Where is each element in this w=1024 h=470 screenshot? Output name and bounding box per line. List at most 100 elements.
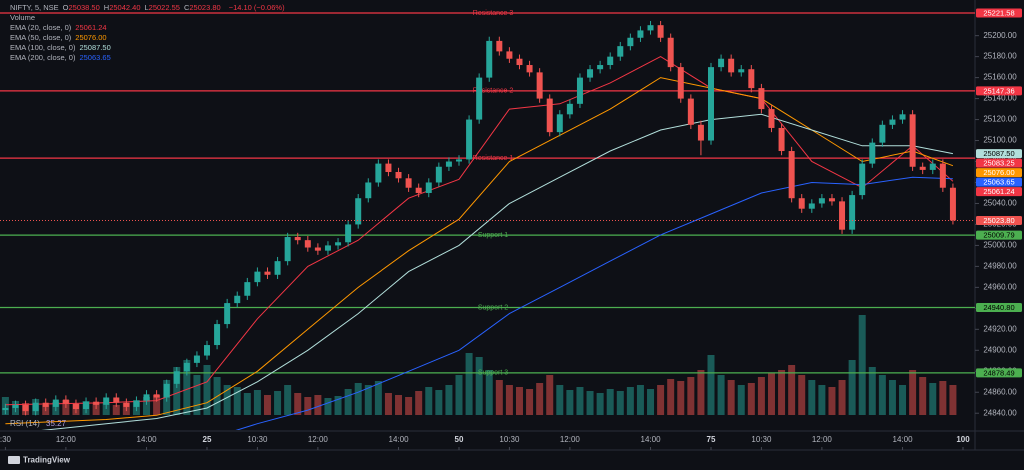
volume-bar (919, 377, 927, 415)
volume-bar (374, 381, 382, 415)
candle-body (909, 114, 916, 167)
candle-body (52, 399, 59, 407)
volume-bar (324, 398, 332, 415)
candle-body (375, 163, 382, 183)
y-tick-label: 25180.00 (983, 52, 1017, 61)
ema-value: 25076.00 (75, 33, 107, 42)
x-tick-label: 50 (455, 435, 464, 444)
volume-bar (284, 385, 292, 415)
volume-bar (858, 315, 866, 415)
candle-body (445, 161, 452, 167)
ema-name: EMA (20, close, 0) (10, 23, 72, 32)
ema-legend-row: EMA (20, close, 0) 25061.24 (10, 23, 289, 33)
volume-bar (243, 393, 251, 415)
volume-label: Volume (10, 13, 36, 22)
candle-body (728, 58, 735, 73)
candle-body (254, 271, 261, 283)
candle-body (798, 198, 805, 209)
candle-body (748, 69, 755, 89)
level-label: Resistance 1 (473, 155, 514, 162)
price-tag-label: 25147.36 (983, 86, 1014, 95)
candle-body (193, 355, 200, 363)
candle-body (768, 109, 775, 128)
volume-bar (808, 380, 816, 415)
volume-bar (203, 365, 211, 415)
candle-body (2, 407, 9, 411)
x-tick-label: 14:00 (137, 435, 158, 444)
candle-body (859, 163, 866, 196)
candle-body (466, 119, 473, 160)
candle-body (929, 163, 936, 170)
candle-body (667, 37, 674, 68)
volume-bar (193, 375, 201, 415)
x-tick-label: 12:00 (56, 435, 77, 444)
candle-body (274, 261, 281, 275)
level-label: Resistance 2 (473, 88, 514, 95)
volume-bar (767, 373, 775, 415)
candle-body (314, 247, 321, 251)
volume-bar (526, 389, 534, 415)
candle-body (778, 127, 785, 152)
price-tag (976, 158, 1022, 168)
volume-bar (828, 387, 836, 415)
price-tag (976, 86, 1022, 96)
y-tick-label: 24960.00 (983, 282, 1017, 291)
candle-body (566, 103, 573, 115)
header-row: NIFTY, 5, NSE O25038.50 H25042.40 L25022.55… (10, 3, 289, 13)
volume-bar (334, 396, 342, 415)
candle-body (324, 245, 331, 251)
volume-bar (344, 389, 352, 415)
candle-body (879, 124, 886, 143)
rsi-value: 35.27 (46, 419, 67, 428)
y-tick-label: 24860.00 (983, 387, 1017, 396)
candle-body (486, 40, 493, 78)
x-tick-label: 10:30 (247, 435, 268, 444)
volume-bar (294, 393, 302, 415)
candle-body (808, 203, 815, 209)
candle-body (637, 30, 644, 38)
volume-bar (636, 385, 644, 415)
volume-row: Volume (10, 13, 289, 23)
candle-body (345, 224, 352, 243)
y-tick-label: 25200.00 (983, 31, 1017, 40)
candle-body (738, 69, 745, 73)
volume-bar (546, 375, 554, 415)
volume-bar (183, 360, 191, 415)
price-tag (976, 168, 1022, 178)
candle-body (627, 37, 634, 47)
candle-body (949, 187, 956, 221)
volume-bar (425, 387, 433, 415)
tradingview-logo (8, 456, 20, 464)
ohlc-value: 25038.50 (68, 3, 100, 12)
volume-bar (143, 397, 151, 415)
volume-bar (798, 375, 806, 415)
volume-bar (304, 397, 312, 415)
x-tick-label: 100 (956, 435, 970, 444)
legend: NIFTY, 5, NSE O25038.50 H25042.40 L25022.55… (10, 3, 289, 63)
volume-bar (838, 380, 846, 415)
candle-body (12, 404, 19, 408)
candle-body (657, 25, 664, 38)
candle-body (889, 119, 896, 125)
candle-body (425, 182, 432, 193)
candle-body (758, 88, 765, 110)
candle-body (818, 198, 825, 204)
y-tick-label: 25140.00 (983, 94, 1017, 103)
x-tick-label: 14:00 (641, 435, 662, 444)
candle-body (22, 404, 29, 412)
volume-bar (606, 389, 614, 415)
candle-body (123, 402, 130, 407)
volume-bar (657, 385, 665, 415)
price-tag (976, 368, 1022, 378)
volume-bar (596, 393, 604, 415)
candle-body (173, 371, 180, 384)
ema-legend-row: EMA (50, close, 0) 25076.00 (10, 33, 289, 43)
volume-bar (475, 357, 483, 415)
candle-body (143, 394, 150, 401)
ema-legend: EMA (20, close, 0) 25061.24 EMA (50, close… (10, 23, 289, 63)
candle-body (849, 195, 856, 230)
candle-body (919, 166, 926, 170)
volume-bar (405, 397, 413, 415)
volume-bar (757, 377, 765, 415)
